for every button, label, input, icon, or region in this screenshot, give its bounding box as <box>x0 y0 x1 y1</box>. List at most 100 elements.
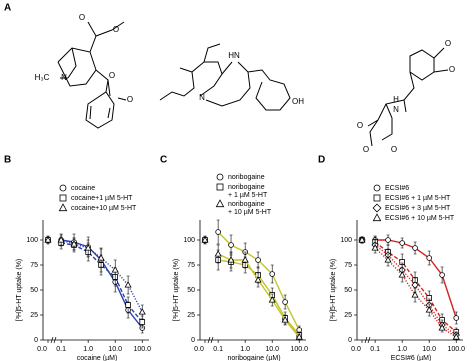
atom-label: O <box>127 95 133 104</box>
atom-label: O <box>363 145 369 154</box>
legend-label-line: noribogaine <box>228 184 267 191</box>
x-tick-label: 0.0 <box>37 346 47 353</box>
marker <box>216 173 224 181</box>
y-tick-label: 25 <box>187 312 195 319</box>
y-tick-label: 0 <box>191 337 195 344</box>
marker <box>228 242 234 248</box>
marker <box>216 183 224 191</box>
marker <box>214 250 222 257</box>
atom-label: O <box>79 13 85 22</box>
marker <box>411 291 419 298</box>
marker <box>124 281 132 288</box>
x-tick-label: 0.0 <box>194 346 204 353</box>
marker <box>44 236 52 243</box>
marker <box>371 244 379 251</box>
x-axis-label: cocaine (µM) <box>77 355 118 361</box>
y-tick-label: 100 <box>26 237 38 244</box>
x-tick-label: 10.0 <box>108 346 122 353</box>
marker <box>399 240 405 246</box>
marker <box>269 271 276 277</box>
marker <box>139 319 146 325</box>
legend-label-line: noribogaine <box>228 201 267 208</box>
atom-label: N <box>393 105 399 114</box>
legend-label: noribogaine <box>228 174 265 181</box>
atom-label: OH <box>292 97 304 106</box>
x-tick-label: 1.0 <box>397 346 407 353</box>
atom-label: O <box>445 39 451 48</box>
marker <box>439 272 445 278</box>
marker <box>84 244 92 251</box>
x-tick-label: 1.0 <box>240 346 250 353</box>
marker <box>125 302 131 308</box>
marker <box>227 256 235 263</box>
legend-label: noribogaine + 1 µM 5-HT <box>228 184 268 199</box>
fit-line <box>60 239 143 313</box>
marker <box>282 299 288 305</box>
x-tick-label: 0.1 <box>56 346 66 353</box>
atom-label: O <box>391 145 397 154</box>
marker <box>268 296 276 303</box>
legend-label-line: + 10 µM 5-HT <box>228 209 272 216</box>
x-tick-label: 0.1 <box>213 346 223 353</box>
x-axis-label: noribogaine (µM) <box>227 355 280 361</box>
x-axis-label: ECSI#6 (µM) <box>391 355 432 361</box>
marker <box>59 184 67 192</box>
fit-line <box>217 253 300 338</box>
y-tick-label: 75 <box>344 262 352 269</box>
y-tick-label: 75 <box>187 262 195 269</box>
marker <box>373 194 381 202</box>
atom-label: N <box>199 93 205 102</box>
panel-label: A <box>4 3 11 14</box>
atom-label: O <box>113 25 119 34</box>
marker <box>412 245 418 251</box>
marker <box>295 333 303 340</box>
y-tick-label: 25 <box>344 312 352 319</box>
x-tick-label: 100.0 <box>290 346 308 353</box>
legend-label: ECSI#6 + 3 µM 5-HT <box>385 205 451 212</box>
y-tick-label: 0 <box>348 337 352 344</box>
marker <box>241 256 249 263</box>
legend-label: cocaine <box>71 185 95 192</box>
marker <box>215 199 225 208</box>
structure-ecsi6: O O O N H O O <box>357 39 455 154</box>
y-axis-label: [³H]5-HT uptake (%) <box>330 259 337 322</box>
atom-label: N <box>61 73 67 82</box>
y-axis-label: [³H]5-HT uptake (%) <box>173 259 180 322</box>
x-tick-label: 0.0 <box>351 346 361 353</box>
marker <box>57 236 65 243</box>
y-tick-label: 50 <box>30 287 38 294</box>
fit-line <box>60 239 143 329</box>
marker <box>384 256 392 263</box>
atom-label: HN <box>228 51 240 60</box>
structure-cocaine: O O H₃C N O O <box>35 13 133 129</box>
marker <box>111 266 119 273</box>
marker <box>372 203 382 213</box>
legend-label: ECSI#6 <box>385 185 409 192</box>
marker <box>215 229 221 235</box>
marker <box>358 236 366 243</box>
axis-break <box>50 336 57 344</box>
y-tick-label: 50 <box>187 287 195 294</box>
marker <box>59 194 67 202</box>
marker <box>138 308 146 315</box>
marker <box>58 203 68 212</box>
marker <box>452 333 460 340</box>
x-tick-label: 100.0 <box>447 346 465 353</box>
legend-label: noribogaine + 10 µM 5-HT <box>228 201 272 216</box>
axis-break <box>364 336 371 344</box>
marker <box>438 324 446 331</box>
marker <box>373 184 381 192</box>
atom-label: H₃C <box>35 73 50 82</box>
marker <box>296 327 303 333</box>
atom-label: H <box>393 95 399 104</box>
panel-label: D <box>318 155 325 166</box>
marker <box>425 306 433 313</box>
legend-label: ECSI#6 + 10 µM 5-HT <box>385 215 455 222</box>
panel-label: C <box>160 155 167 166</box>
y-axis-label: [³H]5-HT uptake (%) <box>16 259 23 322</box>
x-tick-label: 10.0 <box>422 346 436 353</box>
x-tick-label: 0.1 <box>370 346 380 353</box>
marker <box>426 255 433 261</box>
y-tick-label: 25 <box>30 312 38 319</box>
